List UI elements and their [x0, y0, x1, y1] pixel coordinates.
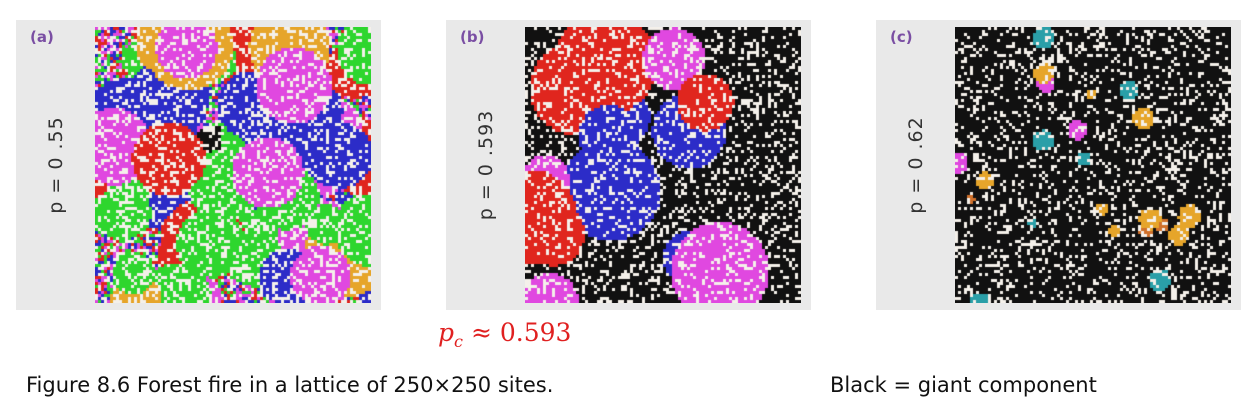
panel-a: (a) p = 0 .55 — [16, 20, 381, 310]
critical-subscript: c — [454, 332, 463, 351]
legend-note: Black = giant component — [830, 373, 1097, 397]
panel-tag: (c) — [890, 28, 913, 46]
figure-caption: Figure 8.6 Forest fire in a lattice of 2… — [26, 373, 554, 397]
critical-symbol: p — [438, 318, 455, 347]
panel-tag: (b) — [460, 28, 485, 46]
critical-threshold: pc ≈ 0.593 — [438, 318, 571, 351]
lattice-c — [955, 27, 1231, 303]
lattice-a — [95, 27, 371, 303]
panel-tag: (a) — [30, 28, 54, 46]
panel-b: (b) p = 0 .593 — [446, 20, 811, 310]
lattice-b — [525, 27, 801, 303]
critical-value: 0.593 — [499, 318, 572, 347]
probability-label: p = 0 .55 — [45, 116, 67, 214]
panel-c: (c) p = 0 .62 — [876, 20, 1241, 310]
probability-label: p = 0 .62 — [905, 116, 927, 214]
probability-label: p = 0 .593 — [475, 109, 497, 221]
approx-sign: ≈ — [470, 318, 492, 347]
